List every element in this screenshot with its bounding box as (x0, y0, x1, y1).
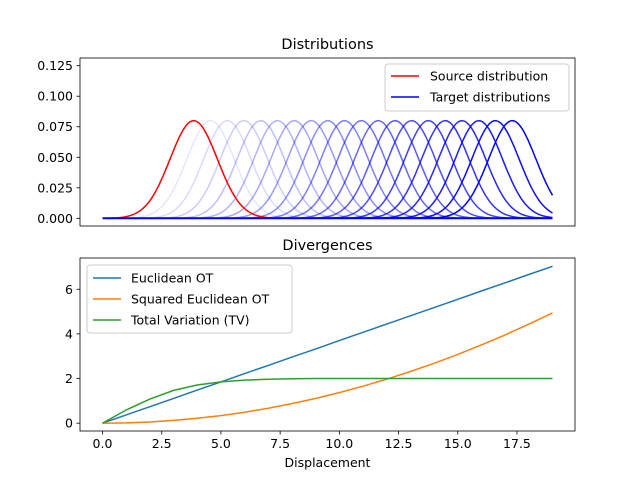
y-tick-label: 4 (65, 326, 73, 341)
bottom-chart-title: Divergences (282, 238, 372, 254)
top-chart-title: Distributions (281, 37, 373, 53)
x-tick-label: 10.0 (325, 436, 353, 451)
legend-target-label: Target distributions (429, 90, 550, 105)
y-tick-label: 0.125 (37, 58, 73, 73)
y-tick-label: 2 (65, 371, 73, 386)
series-line-0 (102, 265, 553, 424)
y-tick-label: 0 (65, 416, 73, 431)
legend-squared-label: Squared Euclidean OT (131, 292, 270, 307)
x-tick-label: 5.0 (211, 436, 231, 451)
y-tick-label: 6 (65, 282, 73, 297)
top-plot-area (102, 119, 554, 220)
x-tick-label: 0.0 (93, 436, 113, 451)
top-y-axis: 0.000 0.025 0.050 0.075 0.100 0.125 (37, 58, 80, 226)
x-tick-label: 7.5 (270, 436, 290, 451)
bottom-legend: Euclidean OT Squared Euclidean OT Total … (86, 264, 293, 334)
y-tick-label: 0.100 (37, 89, 73, 104)
bottom-axes-frame (79, 257, 576, 432)
x-tick-label: 2.5 (152, 436, 172, 451)
legend-tv-label: Total Variation (TV) (130, 313, 250, 328)
legend-euclidean-label: Euclidean OT (131, 271, 214, 286)
x-tick-label: 15.0 (444, 436, 472, 451)
y-tick-label: 0.075 (37, 119, 73, 134)
y-tick-label: 0.025 (37, 180, 73, 195)
bottom-plot-area (102, 265, 553, 424)
x-axis-label: Displacement (285, 455, 371, 470)
top-legend: Source distribution Target distributions (384, 63, 570, 112)
series-line-1 (102, 312, 553, 424)
legend-source-label: Source distribution (430, 69, 548, 84)
series-line-2 (102, 377, 553, 424)
y-tick-label: 0.050 (37, 150, 73, 165)
bottom-axes-ticks: 0 2 4 6 0.0 2.5 5.0 7.5 10.0 12.5 15.0 17.5 (65, 282, 531, 451)
x-tick-label: 17.5 (503, 436, 531, 451)
x-tick-label: 12.5 (385, 436, 413, 451)
top-axes-frame (79, 57, 576, 227)
y-tick-label: 0.000 (37, 211, 73, 226)
